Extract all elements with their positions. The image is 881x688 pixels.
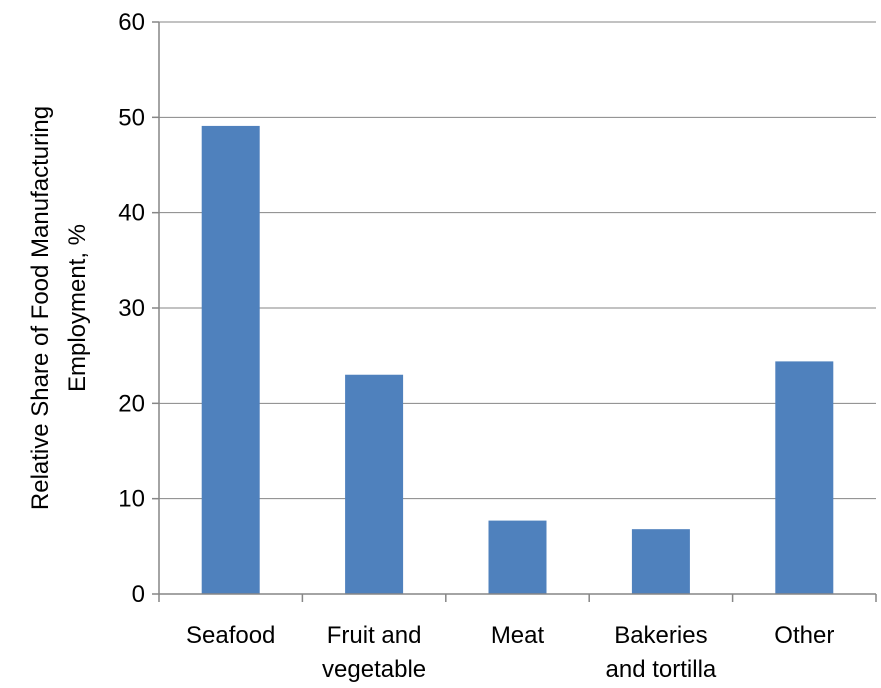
y-tick-label: 20 [118,390,145,417]
bar-3 [631,529,690,594]
bars [201,125,834,594]
x-category-labels: Seafood Fruit and vegetable Meat Bakeries and… [186,622,834,683]
y-tick-label: 10 [118,486,145,513]
y-axis-title-line: Employment, % [64,224,91,392]
x-category-label: Fruit and [327,622,422,649]
x-category-label: Bakeries [614,622,707,649]
bar-2 [488,520,547,594]
x-category-label: and tortilla [606,656,717,683]
y-tick-label: 60 [118,9,145,36]
y-axis-title-line: Relative Share of Food Manufacturing [27,106,54,510]
x-category-label: Other [774,622,834,649]
y-axis-title: Relative Share of Food Manufacturing Empl… [27,106,91,510]
y-tick-label: 50 [118,104,145,131]
y-tick-label: 30 [118,295,145,322]
gridlines [159,21,876,500]
y-axis-title-group: Relative Share of Food Manufacturing Empl… [27,106,91,510]
y-tick-label: 0 [132,581,145,608]
bar-0 [201,125,260,594]
bar-4 [775,361,834,594]
x-category-label: Seafood [186,622,275,649]
y-tick-labels: 0 10 20 30 40 50 60 [118,9,145,608]
axes [152,21,877,602]
x-category-label: vegetable [322,656,426,683]
x-category-label: Meat [491,622,545,649]
bar-1 [345,374,404,594]
y-tick-label: 40 [118,200,145,227]
